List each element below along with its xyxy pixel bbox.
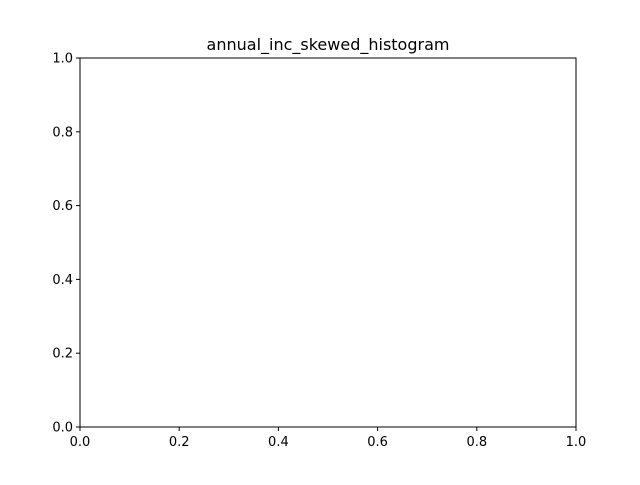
- x-tick-label: 0.0: [70, 435, 91, 450]
- y-tick-label: 0.0: [52, 421, 73, 436]
- x-tick-label: 1.0: [566, 435, 587, 450]
- y-tick-label: 0.6: [52, 199, 73, 214]
- y-tick-label: 0.4: [52, 273, 73, 288]
- x-axis-ticks: 0.0 0.2 0.4 0.6 0.8 1.0: [70, 427, 587, 450]
- y-tick-label: 0.8: [52, 125, 73, 140]
- y-tick-label: 1.0: [52, 52, 73, 67]
- plot-area: [80, 58, 576, 427]
- chart-title: annual_inc_skewed_histogram: [207, 35, 450, 55]
- x-tick-label: 0.8: [466, 435, 487, 450]
- axes-frame: [79, 57, 577, 428]
- x-tick-label: 0.4: [268, 435, 289, 450]
- y-axis-ticks: 0.0 0.2 0.4 0.6 0.8 1.0: [52, 52, 80, 436]
- x-tick-label: 0.6: [367, 435, 388, 450]
- y-tick-label: 0.2: [52, 347, 73, 362]
- x-tick-label: 0.2: [169, 435, 190, 450]
